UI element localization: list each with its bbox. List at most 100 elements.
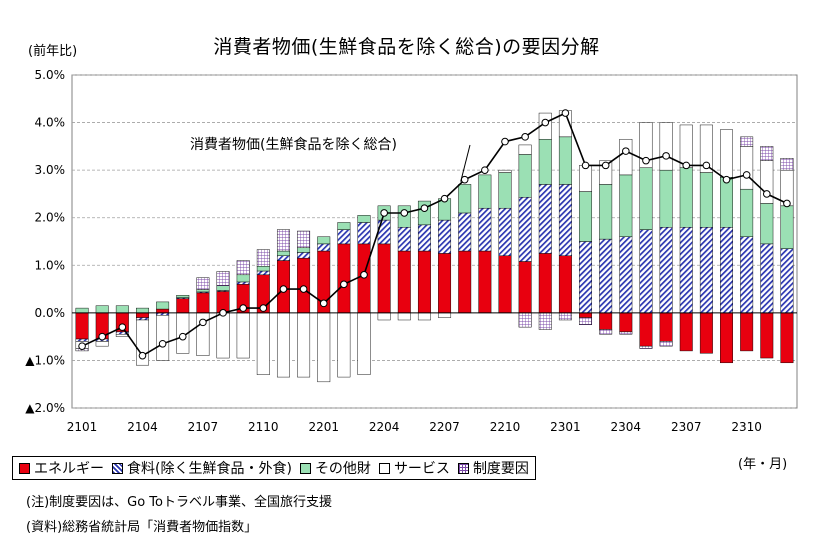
bar-service-2111 xyxy=(276,312,290,378)
bar-energy-2211 xyxy=(518,261,532,314)
bar-service-2108 xyxy=(216,312,230,359)
total-point-2209 xyxy=(481,166,489,174)
bar-other-2105 xyxy=(156,301,170,310)
bar-policy-2305 xyxy=(639,345,653,349)
x-tick-label: 2104 xyxy=(127,420,158,434)
x-tick-label: 2210 xyxy=(490,420,521,434)
bar-food-2310 xyxy=(740,236,754,314)
bar-energy-2209 xyxy=(478,250,492,314)
bar-policy-2310 xyxy=(740,136,754,147)
total-point-2301 xyxy=(561,109,570,117)
bar-service-2203 xyxy=(357,312,371,375)
bar-service-2307 xyxy=(679,124,693,168)
legend-label-policy: 制度要因 xyxy=(472,461,529,477)
total-point-2106 xyxy=(178,332,187,341)
bar-energy-2310 xyxy=(740,312,754,352)
y-tick-label: ▲1.0% xyxy=(25,353,65,367)
total-point-2112 xyxy=(299,285,308,293)
bar-other-2209 xyxy=(478,174,492,209)
y-axis-unit: (前年比) xyxy=(28,44,78,59)
bar-other-2112 xyxy=(297,247,311,253)
bar-food-2104 xyxy=(136,317,149,321)
total-point-2107 xyxy=(199,318,207,327)
total-point-2211 xyxy=(521,133,529,141)
bar-policy-2301 xyxy=(558,312,572,321)
bar-service-2306 xyxy=(659,122,673,171)
bar-food-2112 xyxy=(297,252,311,259)
bar-food-2303 xyxy=(599,238,613,314)
bar-energy-2311 xyxy=(760,312,774,359)
bar-policy-2107 xyxy=(196,277,210,290)
bar-energy-2101 xyxy=(75,312,89,340)
legend-swatch-policy xyxy=(457,462,469,474)
x-tick-label: 2310 xyxy=(731,420,762,434)
bar-policy-2111 xyxy=(276,229,290,252)
total-point-2212 xyxy=(541,118,550,127)
bar-policy-2211 xyxy=(518,312,532,328)
bar-food-2305 xyxy=(639,229,653,314)
legend-label-food: 食料(除く生鮮食品・外食) xyxy=(127,461,292,477)
bar-energy-2105 xyxy=(156,308,170,314)
bar-service-2201 xyxy=(317,312,331,383)
total-point-2311 xyxy=(762,190,771,198)
bar-other-2110 xyxy=(256,266,270,272)
bar-service-2110 xyxy=(256,312,270,375)
bar-other-2107 xyxy=(196,289,210,293)
bar-other-2308 xyxy=(699,172,713,228)
y-tick-label: 1.0% xyxy=(35,258,66,272)
total-point-2101 xyxy=(78,342,86,350)
bar-energy-2208 xyxy=(458,250,472,314)
bar-energy-2312 xyxy=(780,312,794,364)
bar-food-2301 xyxy=(558,184,572,256)
bar-food-2308 xyxy=(699,227,713,314)
x-tick-label: 2204 xyxy=(369,420,400,434)
bar-service-2310 xyxy=(740,146,754,190)
y-tick-label: 2.0% xyxy=(35,211,66,225)
bar-other-2303 xyxy=(599,184,613,240)
bar-service-2302 xyxy=(579,165,593,192)
x-tick-label: 2107 xyxy=(188,420,219,434)
total-point-2103 xyxy=(118,323,127,331)
total-point-2205 xyxy=(400,209,409,217)
total-point-2109 xyxy=(239,304,247,312)
bar-policy-2302 xyxy=(579,317,593,325)
total-point-2304 xyxy=(622,147,630,155)
bar-policy-2108 xyxy=(216,271,230,286)
bar-service-2305 xyxy=(639,122,653,168)
bar-energy-2107 xyxy=(196,292,210,314)
bar-other-2106 xyxy=(176,295,190,298)
bar-policy-2303 xyxy=(599,329,613,335)
bar-other-2108 xyxy=(216,285,230,291)
legend-swatch-energy xyxy=(19,462,30,474)
bar-food-2304 xyxy=(619,236,633,314)
y-tick-label: ▲2.0% xyxy=(25,401,65,415)
legend-item-policy: 制度要因 xyxy=(457,458,529,478)
bar-other-2311 xyxy=(760,203,774,245)
bar-other-2307 xyxy=(679,167,693,228)
bar-energy-2308 xyxy=(699,312,713,354)
legend-label-energy: エネルギー xyxy=(34,461,104,477)
total-point-2111 xyxy=(279,285,288,293)
bar-other-2208 xyxy=(458,184,472,214)
bar-other-2305 xyxy=(639,167,653,230)
bar-food-2111 xyxy=(276,255,290,261)
bar-energy-2212 xyxy=(538,253,552,314)
total-point-2309 xyxy=(722,175,731,184)
bar-service-2304 xyxy=(619,138,633,176)
bar-service-2112 xyxy=(297,312,311,378)
legend-item-energy: エネルギー xyxy=(19,458,104,478)
bar-service-2102 xyxy=(95,341,109,347)
bar-energy-2307 xyxy=(679,312,693,352)
bar-energy-2207 xyxy=(438,253,452,314)
total-point-2210 xyxy=(501,137,509,146)
x-tick-label: 2101 xyxy=(67,420,98,434)
total-point-2208 xyxy=(460,175,469,184)
x-tick-label: 2110 xyxy=(248,420,279,434)
bar-other-2301 xyxy=(558,136,572,185)
bar-food-2202 xyxy=(337,229,351,245)
bar-other-2312 xyxy=(780,205,794,249)
bar-service-2105 xyxy=(156,315,170,361)
y-tick-label: 5.0% xyxy=(35,68,66,82)
cpi-decomposition-chart: 5.0% 4.0% 3.0% 2.0% 1.0% 0.0% ▲1.0% ▲2.0%2101 21… xyxy=(25,68,798,434)
total-point-2201 xyxy=(319,299,328,308)
